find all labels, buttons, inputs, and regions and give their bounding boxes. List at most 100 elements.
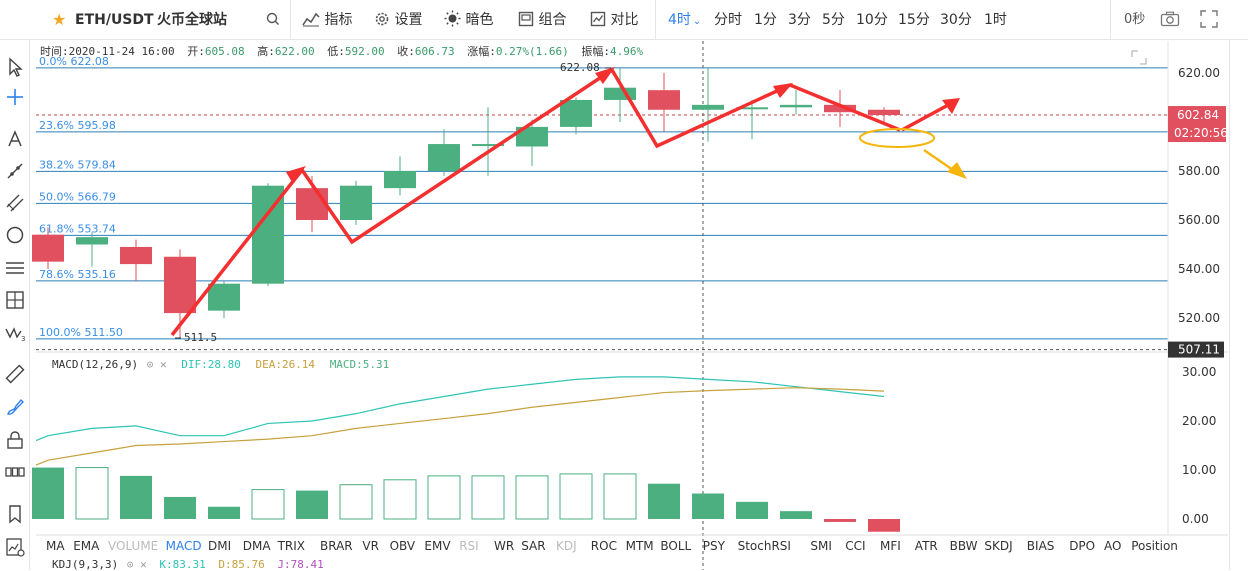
change-value: 0.27%(1.66) — [495, 45, 569, 58]
ellipse-tool-icon[interactable] — [4, 224, 26, 246]
timeframe-option[interactable]: 分时 — [714, 12, 742, 28]
magnet-icon[interactable] — [4, 461, 26, 483]
price-axis-tick: 580.00 — [1178, 164, 1220, 178]
theme-label: 暗色 — [465, 12, 494, 28]
symbol-label[interactable]: ETH/USDT — [75, 12, 154, 28]
timeframe-option[interactable]: 15分 — [898, 12, 930, 28]
candle-body — [472, 144, 504, 147]
dea-line — [35, 387, 885, 466]
favorite-star-icon[interactable]: ★ — [52, 10, 67, 29]
indicator-tab-dmi[interactable]: DMI — [208, 539, 232, 553]
candle-body — [120, 246, 152, 265]
compare-button[interactable]: 对比 — [590, 0, 638, 40]
indicators-button[interactable]: 指标 — [302, 0, 352, 40]
indicator-tab-ema[interactable]: EMA — [73, 539, 100, 553]
bookmark-icon[interactable] — [4, 503, 26, 525]
last-price-value: 602.84 — [1177, 108, 1219, 122]
indicator-tab-position[interactable]: Position — [1131, 539, 1178, 553]
wave-tool-icon[interactable]: 3 — [4, 321, 26, 343]
candle-body — [164, 256, 196, 314]
indicator-tab-roc[interactable]: ROC — [590, 539, 617, 553]
annotations: 622.08 511.5 — [170, 61, 967, 344]
indicator-tab-kdj[interactable]: KDJ — [556, 539, 577, 553]
timeframe-option[interactable]: 5分 — [822, 12, 845, 28]
indicator-tab-volume[interactable]: VOLUME — [108, 539, 159, 553]
indicator-tab-dma[interactable]: DMA — [242, 539, 271, 553]
close-icon[interactable]: ✕ — [140, 558, 147, 571]
fib-tool-icon[interactable] — [4, 257, 26, 279]
combine-button[interactable]: 组合 — [518, 0, 566, 40]
timeframe-selected[interactable]: 4时 ⌄ — [668, 0, 701, 40]
right-side-panel — [1229, 40, 1248, 570]
timeframe-option[interactable]: 3分 — [788, 12, 811, 28]
text-tool-icon[interactable] — [4, 128, 26, 150]
settings-button[interactable]: 设置 — [374, 0, 422, 40]
indicator-tab-bias[interactable]: BIAS — [1026, 539, 1055, 553]
red-arrow-head — [942, 98, 960, 114]
indicator-tab-cci[interactable]: CCI — [845, 539, 866, 553]
price-axis-tick: 520.00 — [1178, 311, 1220, 325]
symbol-search-icon[interactable] — [266, 0, 280, 40]
indicator-tab-smi[interactable]: SMI — [810, 539, 832, 553]
indicator-tab-dpo[interactable]: DPO — [1069, 539, 1096, 553]
close-value: 606.73 — [414, 45, 455, 58]
countdown-label: 0秒 — [1124, 12, 1146, 27]
amplitude-value: 4.96% — [609, 45, 644, 58]
camera-icon[interactable] — [1160, 0, 1180, 40]
price-axis-tick: 620.00 — [1178, 66, 1220, 80]
indicator-tab-wr[interactable]: WR — [494, 539, 515, 553]
fib-level-label: 38.2% 579.84 — [39, 158, 116, 171]
eye-icon[interactable]: ⊙ — [126, 558, 134, 571]
crosshair-tool-icon[interactable] — [4, 86, 26, 108]
close-icon[interactable]: ✕ — [159, 358, 167, 371]
indicators-icon — [302, 12, 320, 27]
indicator-tab-atr[interactable]: ATR — [914, 539, 938, 553]
timeframe-option[interactable]: 1分 — [754, 12, 777, 28]
indicator-tab-bbw[interactable]: BBW — [949, 539, 978, 553]
indicator-tab-macd[interactable]: MACD — [165, 539, 202, 553]
indicator-tab-stochrsi[interactable]: StochRSI — [737, 539, 791, 553]
ruler-tool-icon[interactable] — [4, 363, 26, 385]
indicator-tab-ma[interactable]: MA — [46, 539, 65, 553]
crosshair-price-value: 507.11 — [1178, 343, 1220, 357]
indicator-tab-psy[interactable]: PSY — [702, 539, 725, 553]
measure-tool-icon[interactable] — [4, 289, 26, 311]
fullscreen-icon[interactable] — [1200, 0, 1218, 40]
sun-icon — [444, 10, 461, 27]
channel-tool-icon[interactable] — [4, 192, 26, 214]
macd-histogram-bar — [427, 475, 461, 520]
chart-settings-icon[interactable] — [4, 536, 26, 558]
indicator-tab-obv[interactable]: OBV — [389, 539, 416, 553]
candlesticks — [32, 68, 900, 338]
indicator-tab-trix[interactable]: TRIX — [277, 539, 306, 553]
price-axis: 620.00 600.00 580.00 560.00 540.00 520.00 30.0… — [1168, 66, 1228, 526]
macd-histogram-bar — [32, 467, 64, 519]
change-label: 涨幅: — [467, 45, 496, 58]
theme-button[interactable]: 暗色 — [444, 0, 493, 40]
eye-icon[interactable]: ⊙ — [146, 358, 154, 371]
cursor-tool-icon[interactable] — [4, 56, 26, 78]
lock-icon[interactable] — [4, 429, 26, 451]
timeframe-option[interactable]: 1时 — [984, 12, 1007, 28]
toolbar-divider — [290, 0, 291, 40]
indicator-tab-skdj[interactable]: SKDJ — [984, 539, 1013, 553]
indicator-tab-vr[interactable]: VR — [362, 539, 379, 553]
indicator-tab-emv[interactable]: EMV — [424, 539, 451, 553]
indicator-tab-mtm[interactable]: MTM — [625, 539, 654, 553]
trendline-tool-icon[interactable] — [4, 160, 26, 182]
indicator-tab-mfi[interactable]: MFI — [880, 539, 901, 553]
indicator-tab-boll[interactable]: BOLL — [660, 539, 692, 553]
timeframe-option[interactable]: 10分 — [856, 12, 888, 28]
brush-tool-icon[interactable] — [4, 396, 26, 418]
drawing-toolbar: 3 — [0, 40, 30, 570]
timeframe-option[interactable]: 30分 — [940, 12, 972, 28]
macd-value: MACD:5.31 — [329, 358, 390, 371]
macd-histogram-bar — [603, 473, 637, 520]
combine-label: 组合 — [538, 12, 567, 28]
indicator-tab-ao[interactable]: AO — [1104, 539, 1122, 553]
indicator-tab-brar[interactable]: BRAR — [320, 539, 353, 553]
kdj-legend: KDJ(9,3,3) ⊙ ✕ K:83.31 D:85.76 J:78.41 — [52, 558, 324, 571]
indicator-tab-sar[interactable]: SAR — [521, 539, 546, 553]
indicator-tab-rsi[interactable]: RSI — [459, 539, 479, 553]
